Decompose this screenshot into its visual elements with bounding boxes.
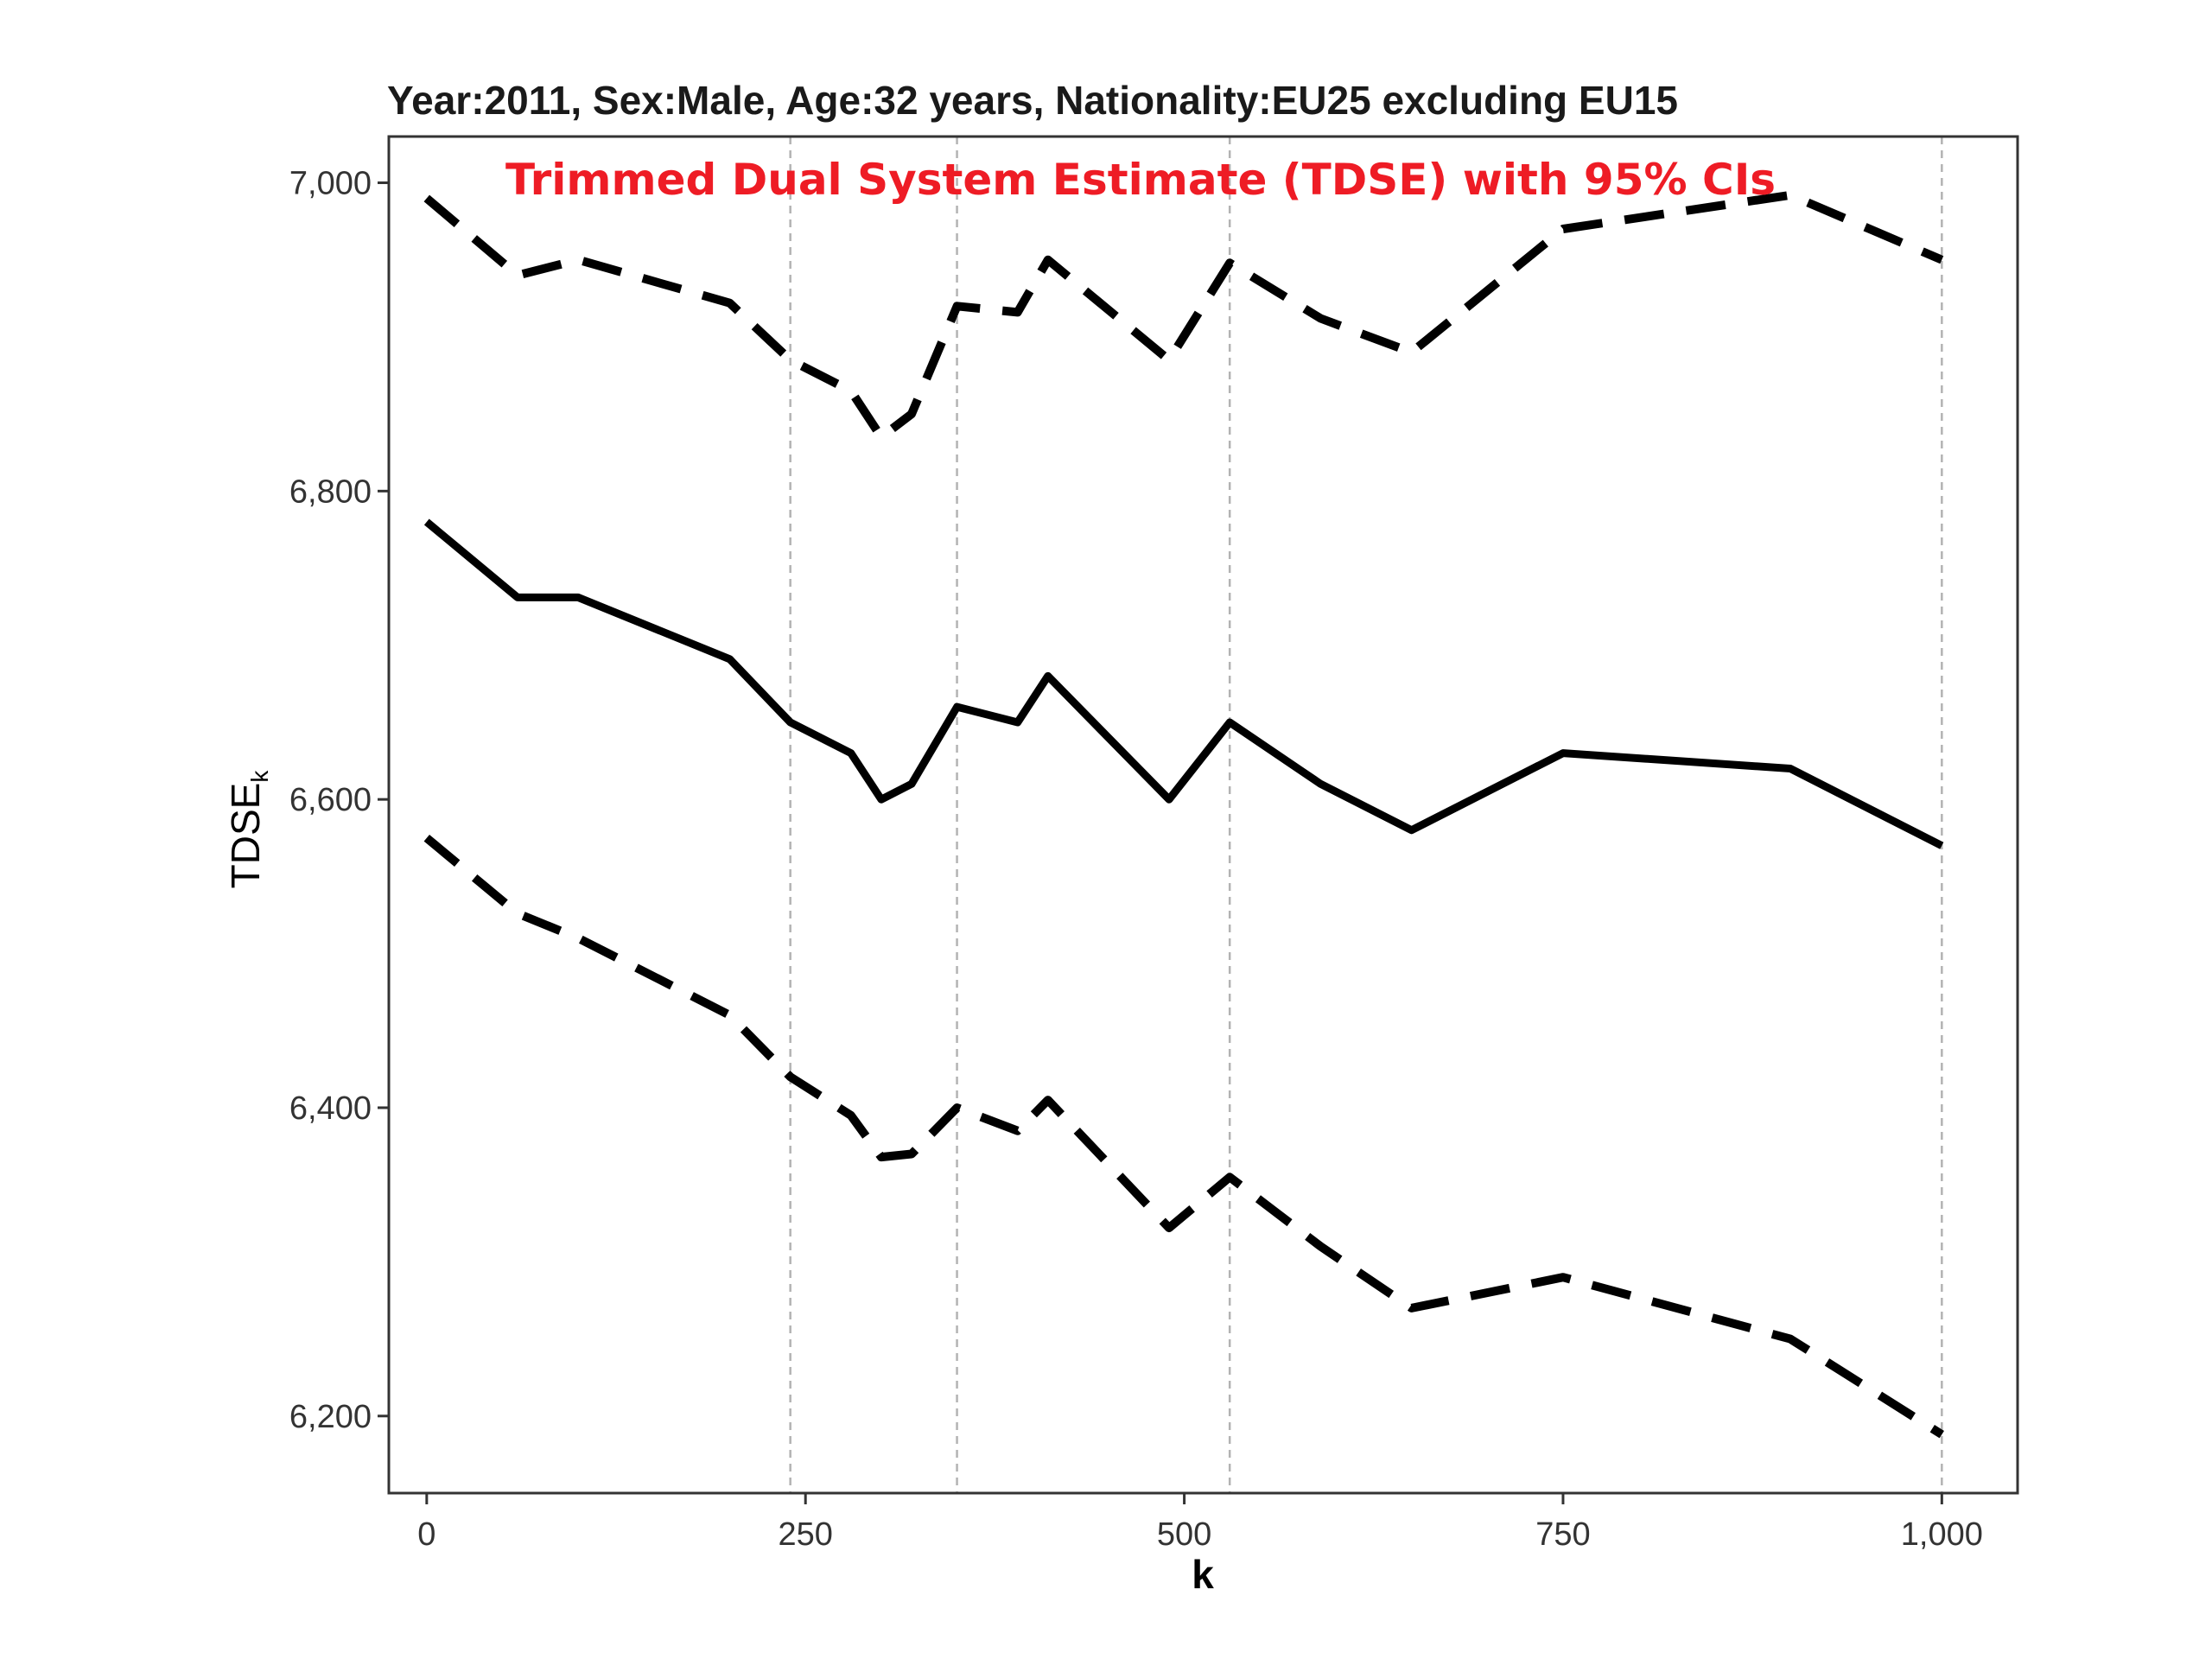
chart-title: Year:2011, Sex:Male, Age:32 years, Natio… (387, 78, 1678, 123)
x-axis-label: k (1192, 1552, 1214, 1597)
y-axis-ticks: 6,200 6,400 6,600 6,800 7,000 (289, 166, 389, 1435)
y-axis-label: TDSEk (223, 770, 273, 889)
series-group (423, 190, 1944, 1439)
plot-panel-border (387, 135, 2019, 1495)
estimate-line-0 (423, 518, 1944, 849)
reference-lines (789, 137, 1943, 1493)
ci-line-1 (423, 190, 1944, 442)
y-tick-label-3: 6,800 (289, 474, 372, 510)
ci-line-2 (423, 834, 1944, 1439)
y-tick-label-0: 6,200 (289, 1399, 372, 1435)
y-axis-label-main: TDSE (223, 783, 268, 889)
y-axis-label-subscript: k (246, 770, 273, 783)
y-tick-label-2: 6,600 (289, 782, 372, 818)
y-tick-label-4: 7,000 (289, 166, 372, 202)
y-tick-label-1: 6,400 (289, 1090, 372, 1127)
x-axis-ticks: 0 250 500 750 1,000 (417, 1493, 1983, 1553)
chart-annotation: Trimmed Dual System Estimate (TDSE) with… (505, 155, 1776, 205)
x-tick-label-4: 1,000 (1901, 1516, 1983, 1553)
x-tick-label-3: 750 (1535, 1516, 1590, 1553)
x-tick-label-2: 500 (1157, 1516, 1211, 1553)
x-tick-label-0: 0 (417, 1516, 435, 1553)
x-tick-label-1: 250 (779, 1516, 833, 1553)
